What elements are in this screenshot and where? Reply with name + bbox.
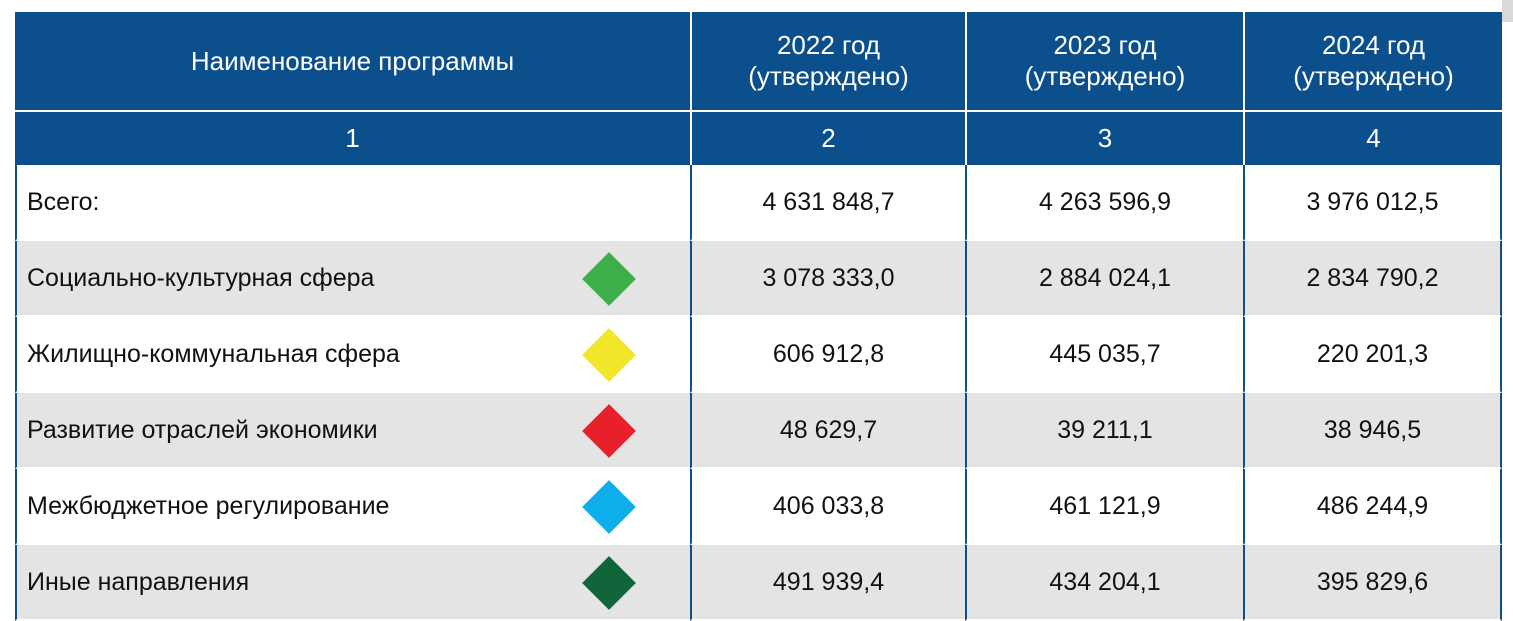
value-cell: 3 078 333,0 bbox=[690, 241, 965, 317]
header-cell: 2022 год (утверждено) bbox=[690, 12, 965, 110]
header-cell: Наименование программы bbox=[190, 45, 515, 76]
row-name: Социально-культурная сфера bbox=[27, 263, 375, 292]
value-cell: 39 211,1 bbox=[965, 393, 1243, 469]
value-cell: 606 912,8 bbox=[690, 317, 965, 393]
header-cell: 2023 год (утверждено) bbox=[965, 12, 1243, 110]
value-cell: 486 244,9 bbox=[1243, 469, 1502, 545]
name-cell: Социально-культурная сфера bbox=[15, 241, 690, 317]
diamond-icon bbox=[582, 480, 636, 534]
row-name: Развитие отраслей экономики bbox=[27, 415, 378, 444]
value-cell: 406 033,8 bbox=[690, 469, 965, 545]
header-row: Наименование программы 2022 год (утвержд… bbox=[15, 12, 1502, 112]
value-cell: 461 121,9 bbox=[965, 469, 1243, 545]
decoration bbox=[1502, 0, 1513, 22]
row-name: Жилищно-коммунальная сфера bbox=[27, 339, 400, 368]
value-cell: 3 976 012,5 bbox=[1243, 165, 1502, 241]
header-cell: 2024 год (утверждено) bbox=[1243, 12, 1502, 110]
value-cell: 48 629,7 bbox=[690, 393, 965, 469]
name-cell: Всего: bbox=[15, 165, 690, 241]
value-cell: 220 201,3 bbox=[1243, 317, 1502, 393]
table-row: Иные направления 491 939,4 434 204,1 395 82… bbox=[15, 545, 1502, 621]
table-row: Межбюджетное регулирование 406 033,8 461 1… bbox=[15, 469, 1502, 545]
value-cell: 4 263 596,9 bbox=[965, 165, 1243, 241]
number-cell: 4 bbox=[1243, 112, 1502, 165]
value-cell: 38 946,5 bbox=[1243, 393, 1502, 469]
name-cell: Межбюджетное регулирование bbox=[15, 469, 690, 545]
number-cell: 3 bbox=[965, 112, 1243, 165]
value-cell: 434 204,1 bbox=[965, 545, 1243, 621]
row-name: Всего: bbox=[27, 187, 100, 216]
diamond-icon bbox=[582, 404, 636, 458]
value-cell: 2 834 790,2 bbox=[1243, 241, 1502, 317]
value-cell: 491 939,4 bbox=[690, 545, 965, 621]
number-cell: 1 bbox=[345, 123, 360, 153]
number-row: 1 2 3 4 bbox=[15, 112, 1502, 165]
diamond-icon bbox=[582, 556, 636, 610]
table-row: Развитие отраслей экономики 48 629,7 39 21… bbox=[15, 393, 1502, 469]
name-cell: Развитие отраслей экономики bbox=[15, 393, 690, 469]
diamond-icon bbox=[582, 328, 636, 382]
value-cell: 4 631 848,7 bbox=[690, 165, 965, 241]
value-cell: 445 035,7 bbox=[965, 317, 1243, 393]
table-row: Социально-культурная сфера 3 078 333,0 2 8… bbox=[15, 241, 1502, 317]
name-cell: Жилищно-коммунальная сфера bbox=[15, 317, 690, 393]
diamond-icon bbox=[582, 252, 636, 306]
table-row: Жилищно-коммунальная сфера 606 912,8 445 0… bbox=[15, 317, 1502, 393]
value-cell: 2 884 024,1 bbox=[965, 241, 1243, 317]
row-name: Иные направления bbox=[27, 567, 250, 596]
number-cell: 2 bbox=[690, 112, 965, 165]
table-row: Всего: 4 631 848,7 4 263 596,9 3 976 012,5 bbox=[15, 165, 1502, 241]
row-name: Межбюджетное регулирование bbox=[27, 491, 390, 520]
table: Наименование программы 2022 год (утвержд… bbox=[15, 12, 1502, 621]
name-cell: Иные направления bbox=[15, 545, 690, 621]
table-body: Всего: 4 631 848,7 4 263 596,9 3 976 012,5 С… bbox=[15, 165, 1502, 621]
value-cell: 395 829,6 bbox=[1243, 545, 1502, 621]
